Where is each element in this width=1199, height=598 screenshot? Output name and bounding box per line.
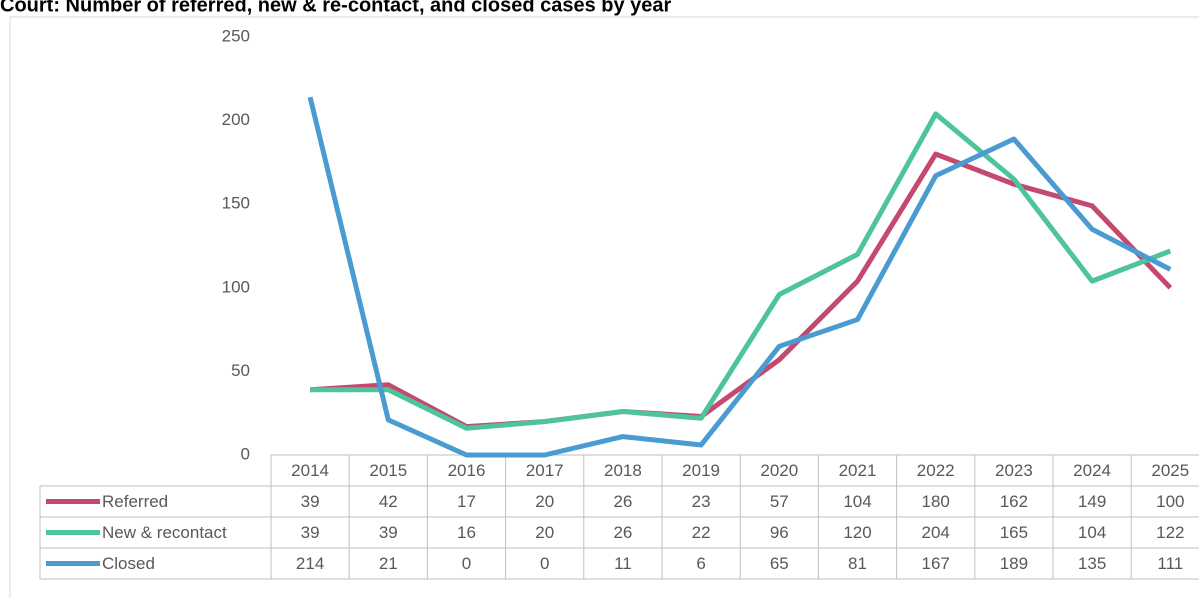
chart-title: Court: Number of referred, new & re-cont… bbox=[0, 0, 672, 16]
table-value: 167 bbox=[922, 554, 950, 573]
series-line bbox=[310, 111, 1172, 431]
table-value: 120 bbox=[843, 523, 871, 542]
table-value: 22 bbox=[692, 523, 711, 542]
y-tick-label: 250 bbox=[222, 26, 250, 45]
legend-label: Closed bbox=[102, 554, 155, 573]
x-tick-label: 2020 bbox=[760, 461, 798, 480]
series-line bbox=[307, 96, 1172, 458]
table-value: 20 bbox=[535, 492, 554, 511]
x-tick-label: 2015 bbox=[369, 461, 407, 480]
x-tick-label: 2022 bbox=[917, 461, 955, 480]
y-tick-label: 150 bbox=[222, 194, 250, 213]
table-value: 57 bbox=[770, 492, 789, 511]
table-value: 135 bbox=[1078, 554, 1106, 573]
table-value: 180 bbox=[922, 492, 950, 511]
table-value: 65 bbox=[770, 554, 789, 573]
x-tick-label: 2025 bbox=[1151, 461, 1189, 480]
table-value: 26 bbox=[613, 492, 632, 511]
table-value: 100 bbox=[1156, 492, 1184, 511]
x-tick-label: 2021 bbox=[839, 461, 877, 480]
x-tick-label: 2018 bbox=[604, 461, 642, 480]
legend-label: Referred bbox=[102, 492, 168, 511]
table-value: 39 bbox=[301, 492, 320, 511]
legend-label: New & recontact bbox=[102, 523, 227, 542]
x-tick-label: 2023 bbox=[995, 461, 1033, 480]
table-value: 122 bbox=[1156, 523, 1184, 542]
table-value: 111 bbox=[1157, 554, 1183, 573]
table-value: 165 bbox=[1000, 523, 1028, 542]
table-value: 189 bbox=[1000, 554, 1028, 573]
chart-border bbox=[9, 16, 1199, 598]
table-value: 0 bbox=[462, 554, 471, 573]
table-value: 23 bbox=[692, 492, 711, 511]
table-value: 0 bbox=[540, 554, 549, 573]
table-value: 204 bbox=[922, 523, 950, 542]
table-value: 162 bbox=[1000, 492, 1028, 511]
table-value: 17 bbox=[457, 492, 476, 511]
y-tick-label: 100 bbox=[222, 277, 250, 296]
table-value: 39 bbox=[379, 523, 398, 542]
series-line bbox=[309, 151, 1173, 430]
x-tick-label: 2014 bbox=[291, 461, 329, 480]
x-tick-label: 2024 bbox=[1073, 461, 1111, 480]
table-value: 16 bbox=[457, 523, 476, 542]
table-value: 104 bbox=[843, 492, 871, 511]
table-value: 96 bbox=[770, 523, 789, 542]
table-value: 21 bbox=[379, 554, 398, 573]
table-value: 20 bbox=[535, 523, 554, 542]
x-tick-label: 2019 bbox=[682, 461, 720, 480]
table-value: 149 bbox=[1078, 492, 1106, 511]
table-value: 39 bbox=[301, 523, 320, 542]
table-value: 81 bbox=[848, 554, 867, 573]
table-value: 11 bbox=[614, 554, 632, 573]
y-tick-label: 200 bbox=[222, 110, 250, 129]
x-tick-label: 2017 bbox=[526, 461, 564, 480]
table-value: 42 bbox=[379, 492, 398, 511]
y-tick-label: 50 bbox=[231, 361, 250, 380]
table-value: 214 bbox=[296, 554, 324, 573]
y-tick-label: 0 bbox=[241, 444, 250, 463]
table-value: 104 bbox=[1078, 523, 1106, 542]
table-value: 26 bbox=[613, 523, 632, 542]
x-tick-label: 2016 bbox=[448, 461, 486, 480]
table-value: 6 bbox=[696, 554, 705, 573]
